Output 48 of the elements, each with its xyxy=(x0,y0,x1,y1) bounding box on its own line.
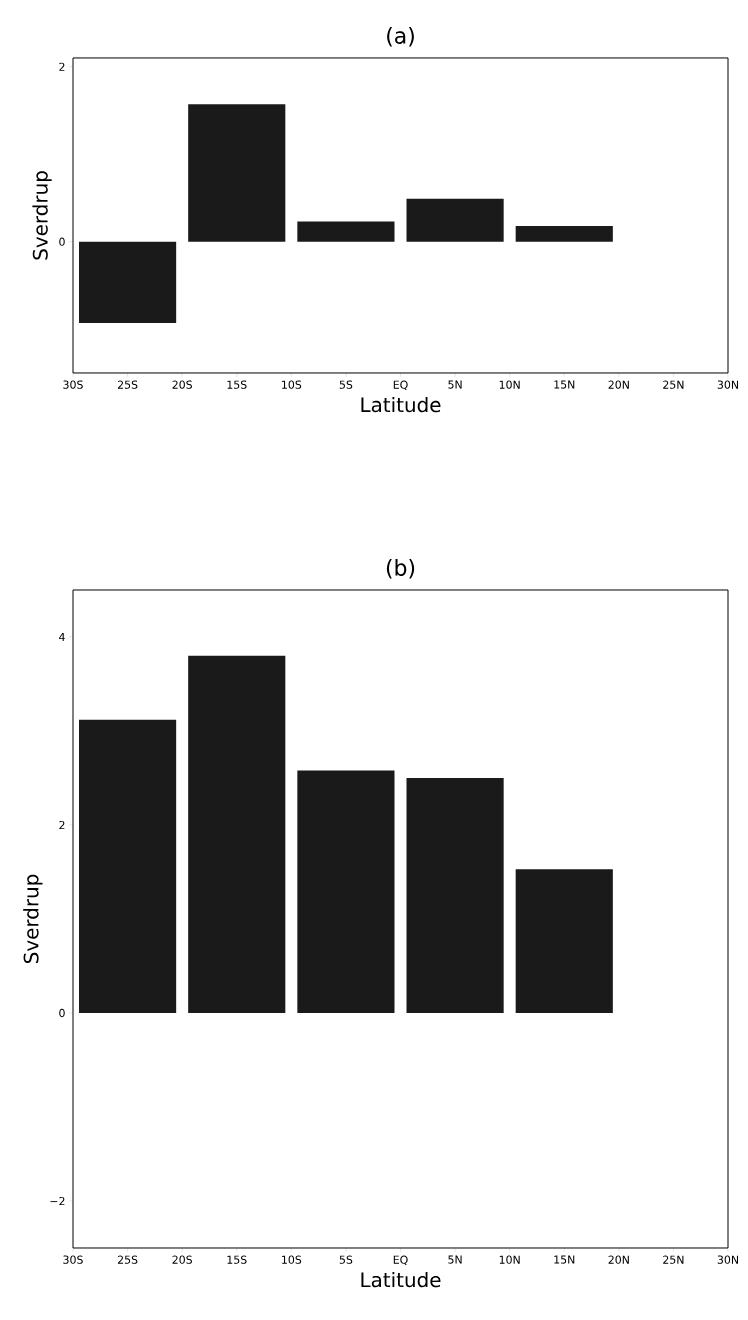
bar xyxy=(188,104,286,242)
x-tick-label: 10S xyxy=(282,1255,302,1264)
chart-title: (b) xyxy=(386,558,415,579)
x-tick-label: 10N xyxy=(499,1255,520,1264)
y-tick-label: 0 xyxy=(59,1008,65,1018)
x-tick-label: 20S xyxy=(172,1255,192,1264)
bar xyxy=(297,221,395,242)
x-tick-label: 15S xyxy=(227,380,247,389)
x-tick-label: 5N xyxy=(448,1255,462,1264)
x-tick-label: EQ xyxy=(393,380,408,391)
chart-title: (a) xyxy=(387,26,414,47)
y-tick-label: −2 xyxy=(50,1196,65,1206)
y-tick-label: 4 xyxy=(59,633,65,641)
x-tick-label: 30S xyxy=(63,380,83,389)
x-tick-label: 30N xyxy=(717,1255,738,1264)
x-tick-label: 5N xyxy=(448,380,462,389)
x-tick-label: 15S xyxy=(227,1255,247,1264)
x-tick-label: 15N xyxy=(554,380,575,389)
x-tick-label: 25N xyxy=(663,380,684,389)
x-axis-title: Latitude xyxy=(361,396,441,413)
y-tick-label: 2 xyxy=(59,820,65,830)
x-tick-label: 5S xyxy=(339,380,353,389)
x-tick-label: 10S xyxy=(282,380,302,389)
bar xyxy=(406,198,504,242)
x-tick-label: 20N xyxy=(608,380,629,389)
bar xyxy=(188,655,286,1013)
bar xyxy=(515,869,613,1013)
y-tick-label: 2 xyxy=(59,62,65,71)
x-tick-label: 5S xyxy=(339,1255,353,1264)
x-tick-label: 25S xyxy=(117,380,138,389)
bar xyxy=(79,241,177,324)
x-tick-label: 25N xyxy=(663,1255,684,1264)
bar xyxy=(79,719,177,1013)
x-tick-label: 10N xyxy=(499,380,520,389)
x-axis-title: Latitude xyxy=(361,1271,441,1288)
bar xyxy=(515,225,613,242)
x-tick-label: 30S xyxy=(63,1255,83,1264)
x-tick-label: 15N xyxy=(554,1255,575,1264)
bar xyxy=(406,777,504,1013)
x-tick-label: 30N xyxy=(717,380,738,389)
y-axis-title: Sverdrup xyxy=(32,171,52,260)
y-axis-title: Sverdrup xyxy=(23,874,43,964)
x-tick-label: EQ xyxy=(393,1255,408,1266)
x-tick-label: 25S xyxy=(117,1255,138,1264)
x-tick-label: 20N xyxy=(608,1255,629,1264)
bar xyxy=(297,770,395,1013)
x-tick-label: 20S xyxy=(172,380,192,389)
y-tick-label: 0 xyxy=(59,237,65,246)
